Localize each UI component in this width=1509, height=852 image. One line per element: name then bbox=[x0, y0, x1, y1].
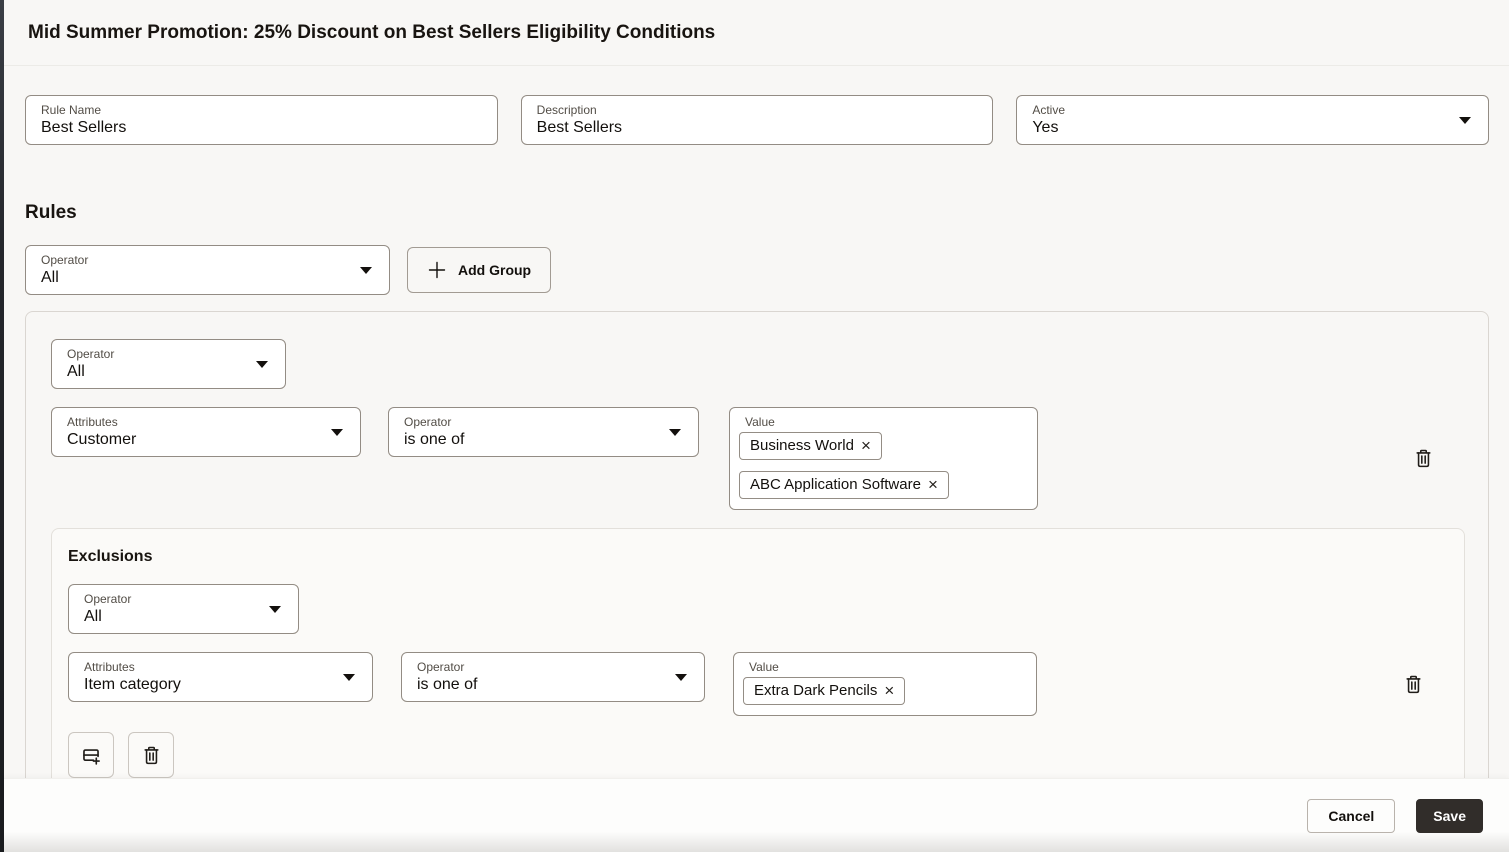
caret-down-icon bbox=[669, 429, 681, 436]
value-label: Value bbox=[749, 660, 779, 674]
operator-label: Operator bbox=[41, 253, 89, 267]
caret-down-icon bbox=[343, 674, 355, 681]
condition-row: Attributes Customer Operator is one of V… bbox=[51, 407, 1488, 510]
trash-icon bbox=[1406, 675, 1421, 693]
rule-header-fields: Rule Name Best Sellers Description Best … bbox=[25, 95, 1490, 145]
operator-value: is one of bbox=[404, 431, 465, 448]
description-value: Best Sellers bbox=[536, 119, 623, 136]
attributes-label: Attributes bbox=[84, 660, 135, 674]
value-chip: ABC Application Software × bbox=[739, 471, 949, 499]
value-field[interactable]: Value Extra Dark Pencils × bbox=[733, 652, 1037, 716]
caret-down-icon bbox=[360, 267, 372, 274]
caret-down-icon bbox=[256, 361, 268, 368]
remove-chip-icon[interactable]: × bbox=[860, 436, 871, 455]
remove-chip-icon[interactable]: × bbox=[884, 681, 895, 700]
condition-operator-select[interactable]: Operator is one of bbox=[388, 407, 699, 457]
root-operator-row: Operator All Add Group bbox=[25, 245, 1489, 295]
eligibility-conditions-panel: Mid Summer Promotion: 25% Discount on Be… bbox=[4, 0, 1509, 852]
operator-value: All bbox=[67, 363, 85, 380]
rule-group: Operator All Attributes Customer Operato… bbox=[25, 311, 1489, 778]
delete-condition-button[interactable] bbox=[1413, 448, 1434, 469]
footer-action-bar: Cancel Save bbox=[4, 778, 1509, 852]
delete-exclusion-button[interactable] bbox=[1403, 674, 1424, 695]
active-select[interactable]: Active Yes bbox=[1016, 95, 1490, 145]
value-chip: Business World × bbox=[739, 432, 882, 460]
active-label: Active bbox=[1032, 103, 1066, 117]
description-label: Description bbox=[536, 103, 597, 117]
operator-value: is one of bbox=[417, 676, 478, 693]
caret-down-icon bbox=[675, 674, 687, 681]
add-row-icon bbox=[83, 749, 100, 765]
active-value: Yes bbox=[1032, 119, 1059, 136]
operator-label: Operator bbox=[67, 347, 115, 361]
root-operator-select[interactable]: Operator All bbox=[25, 245, 390, 295]
value-chip-list: Extra Dark Pencils × bbox=[743, 677, 1021, 705]
chip-label: Extra Dark Pencils bbox=[754, 682, 878, 699]
attributes-label: Attributes bbox=[67, 415, 118, 429]
value-chip-list: Business World × ABC Application Softwar… bbox=[739, 432, 1022, 499]
page-title: Mid Summer Promotion: 25% Discount on Be… bbox=[28, 21, 716, 43]
attributes-value: Customer bbox=[67, 431, 137, 448]
group-operator-select[interactable]: Operator All bbox=[51, 339, 286, 389]
caret-down-icon bbox=[331, 429, 343, 436]
attributes-select[interactable]: Attributes Customer bbox=[51, 407, 361, 457]
add-group-button[interactable]: Add Group bbox=[407, 247, 552, 293]
rule-name-label: Rule Name bbox=[41, 103, 102, 117]
condition-operator-select[interactable]: Operator is one of bbox=[401, 652, 705, 702]
attributes-value: Item category bbox=[84, 676, 181, 693]
operator-label: Operator bbox=[404, 415, 452, 429]
cancel-button[interactable]: Cancel bbox=[1307, 799, 1396, 833]
attributes-select[interactable]: Attributes Item category bbox=[68, 652, 373, 702]
value-field[interactable]: Value Business World × ABC Application S… bbox=[729, 407, 1038, 510]
exclusion-row-actions bbox=[68, 732, 1464, 778]
operator-label: Operator bbox=[417, 660, 465, 674]
save-button[interactable]: Save bbox=[1416, 799, 1483, 833]
operator-label: Operator bbox=[84, 592, 132, 606]
remove-chip-icon[interactable]: × bbox=[927, 475, 938, 494]
window-edge bbox=[0, 0, 4, 852]
exclusions-heading: Exclusions bbox=[68, 548, 153, 565]
operator-value: All bbox=[41, 269, 59, 286]
exclusions-section: Exclusions Operator All Attributes Item … bbox=[51, 528, 1465, 778]
trash-icon bbox=[143, 746, 159, 764]
exclusion-condition-row: Attributes Item category Operator is one… bbox=[68, 652, 1464, 716]
delete-exclusion-group-button[interactable] bbox=[128, 732, 174, 778]
exclusions-operator-select[interactable]: Operator All bbox=[68, 584, 299, 634]
page-header: Mid Summer Promotion: 25% Discount on Be… bbox=[4, 0, 1509, 66]
rule-name-field[interactable]: Rule Name Best Sellers bbox=[25, 95, 498, 145]
trash-icon bbox=[1416, 449, 1431, 468]
caret-down-icon bbox=[1459, 117, 1472, 124]
add-group-label: Add Group bbox=[458, 262, 532, 278]
caret-down-icon bbox=[269, 606, 281, 613]
chip-label: Business World bbox=[750, 437, 854, 454]
value-chip: Extra Dark Pencils × bbox=[743, 677, 906, 705]
value-label: Value bbox=[745, 415, 775, 429]
plus-icon bbox=[428, 261, 446, 279]
main-content: Rule Name Best Sellers Description Best … bbox=[4, 66, 1509, 778]
description-field[interactable]: Description Best Sellers bbox=[520, 95, 994, 145]
chip-label: ABC Application Software bbox=[750, 476, 921, 493]
add-exclusion-row-button[interactable] bbox=[68, 732, 114, 778]
rule-name-value: Best Sellers bbox=[41, 119, 127, 136]
rules-heading: Rules bbox=[25, 202, 77, 223]
operator-value: All bbox=[84, 608, 102, 625]
